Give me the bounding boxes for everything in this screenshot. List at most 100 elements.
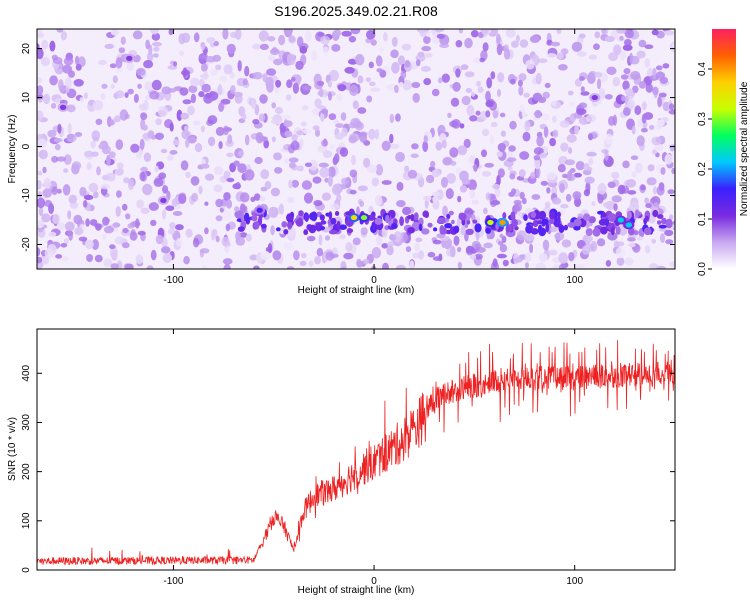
spectrogram-cell: [66, 104, 76, 113]
spectrogram-band-cell: [592, 227, 601, 237]
spectrogram-cell: [374, 195, 383, 206]
spectrogram-cell: [490, 121, 498, 128]
spectrogram-cell: [615, 246, 626, 259]
spectrogram-cell: [301, 129, 312, 134]
spectrogram-cell: [270, 225, 275, 236]
spectrogram-cell: [219, 207, 224, 213]
spectrogram-cell: [63, 57, 74, 66]
spectrogram-cell: [420, 65, 431, 72]
spectrogram-cell: [466, 104, 475, 117]
spectrogram-cell: [108, 119, 115, 126]
spectrogram-cell: [524, 252, 532, 263]
spectrogram-cell: [100, 92, 106, 101]
spectrogram-cell: [169, 150, 178, 155]
spectrogram-cell: [455, 68, 461, 78]
spectrogram-cell: [414, 243, 420, 251]
spectrogram-band-cell: [656, 214, 664, 219]
spectrogram-cell: [402, 206, 412, 216]
spectrogram-cell: [232, 183, 241, 190]
spectrogram-cell: [441, 177, 448, 188]
spectrogram-cell: [559, 120, 570, 128]
spectrogram-band-cell: [407, 227, 416, 234]
spectrogram-cell: [321, 139, 329, 147]
spectrogram-cell: [637, 118, 644, 128]
spectrogram-band-cell: [563, 224, 569, 231]
spectrogram-cell: [552, 115, 557, 123]
spectrogram-cell: [56, 188, 62, 194]
spectrogram-cell: [506, 157, 517, 162]
spectrogram-cell: [449, 147, 459, 158]
spectrogram-band-cell: [281, 221, 288, 228]
spectrogram-cell: [368, 61, 374, 69]
spectrogram-cell: [423, 35, 431, 45]
spectrogram-band-cell: [557, 211, 561, 218]
spectrogram-cell: [607, 181, 616, 189]
spectrogram-cell: [260, 251, 271, 261]
spectrogram-cell: [278, 34, 286, 46]
spectrogram-cell: [586, 235, 594, 242]
spectrogram-cell: [619, 35, 624, 41]
spectrogram-cell: [222, 125, 229, 136]
spectrogram-cell: [499, 112, 506, 118]
spectrogram-cell: [464, 37, 473, 49]
spectrogram-cell: [59, 256, 70, 262]
spectrogram-cell: [254, 156, 263, 165]
spectrogram-cell: [366, 95, 373, 103]
spectrogram-cell: [484, 162, 495, 168]
spectrogram-cell: [424, 52, 433, 58]
spectrogram-cell: [100, 183, 111, 190]
spectrogram-cell: [103, 226, 114, 234]
spectrogram-cell: [73, 214, 83, 225]
spectrogram-cell: [538, 58, 548, 63]
spectrogram-cell: [423, 195, 432, 201]
spectrogram-cell: [291, 179, 300, 188]
spectrogram-cell: [316, 80, 325, 86]
spectrogram-cell: [150, 29, 159, 35]
spectrogram-hotspot: [487, 219, 494, 226]
spectrogram-cell: [137, 83, 142, 89]
spectrogram-cell: [96, 166, 101, 176]
spectrogram-cell: [503, 48, 511, 60]
spectrogram-cell: [508, 191, 515, 197]
spectrogram-cell: [112, 222, 121, 228]
colorbar-gradient: [712, 29, 736, 269]
spectrogram-band-cell: [661, 217, 667, 225]
spectrogram-cell: [328, 253, 339, 258]
spectrogram-cell: [648, 215, 656, 224]
spectrogram-cell: [217, 84, 223, 96]
spectrogram-band-cell: [465, 228, 474, 235]
spectrogram-cell: [412, 93, 420, 103]
spectrogram-cell: [492, 258, 498, 268]
spectrogram-cell: [636, 236, 643, 241]
spectrogram-cell: [254, 104, 260, 116]
spectrogram-cell: [139, 138, 145, 150]
spectrogram-cell: [492, 110, 499, 119]
spectrogram-cell: [222, 29, 229, 40]
spectrogram-cell: [48, 231, 57, 237]
spectrogram-band-cell: [626, 210, 632, 220]
spectrogram-cell: [71, 161, 82, 170]
spectrogram-cell: [644, 58, 651, 68]
spectrogram-cell: [623, 68, 631, 75]
spectrogram-cell: [194, 142, 203, 153]
spectrogram-cell: [193, 32, 200, 43]
spectrogram-cell: [543, 126, 549, 138]
spectrogram-band-cell: [615, 226, 621, 235]
spectrogram-cell: [311, 50, 318, 61]
spectrogram-cell: [339, 147, 349, 158]
spectrogram-cell: [530, 172, 536, 179]
spectrogram-cell: [145, 39, 150, 50]
spectrogram-cell: [198, 91, 205, 98]
spectrogram-x-tick-label: 100: [566, 275, 583, 286]
spectrogram-cell: [114, 236, 125, 245]
spectrogram-band-cell: [407, 215, 413, 220]
spectrogram-cell: [531, 194, 541, 200]
spectrogram-cell: [672, 42, 675, 50]
spectrogram-cell: [175, 237, 182, 247]
spectrogram-band-cell: [336, 220, 341, 228]
spectrogram-cell: [499, 244, 508, 253]
spectrogram-cell: [627, 190, 637, 195]
spectrogram-cell: [212, 54, 221, 62]
spectrogram-cell: [291, 134, 298, 142]
spectrogram-cell: [463, 138, 471, 149]
